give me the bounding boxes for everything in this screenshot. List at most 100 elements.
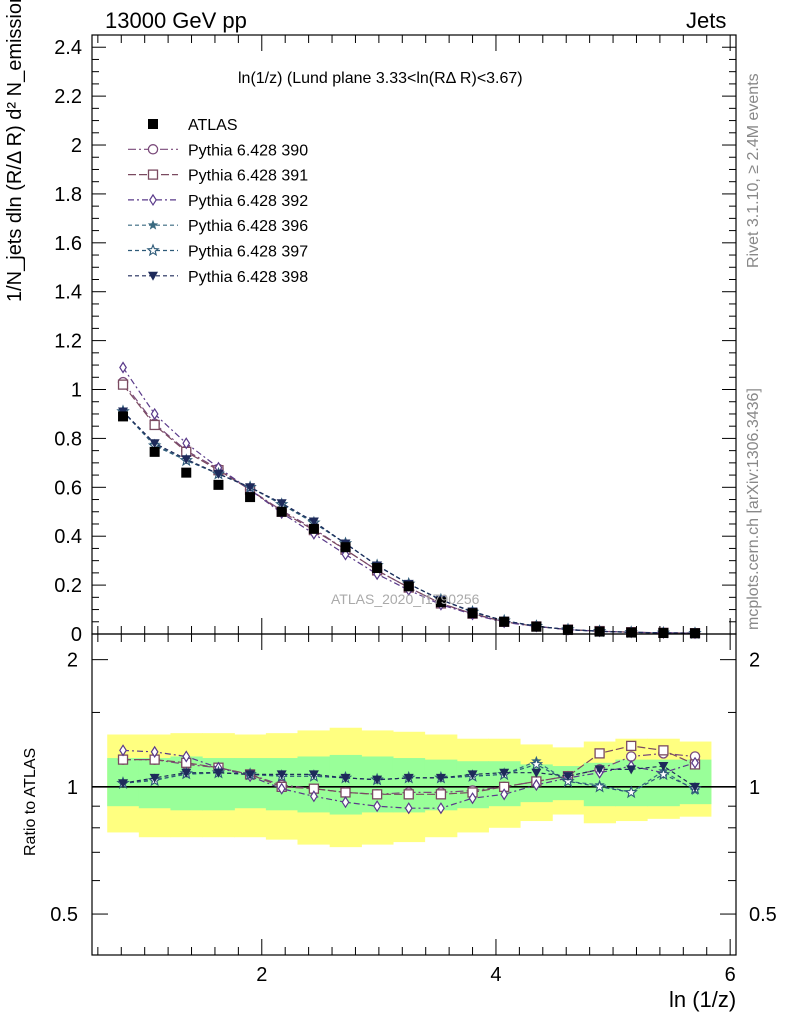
legend-marker-atlas xyxy=(148,119,158,129)
ratio-point-pythia-6-428-398 xyxy=(340,773,351,783)
main-series-layer xyxy=(116,361,702,640)
data-point-atlas xyxy=(499,616,510,627)
y-tick-label: 2.4 xyxy=(54,37,82,59)
data-point-pythia-6-428-392 xyxy=(150,407,159,421)
data-point-pythia-6-428-392 xyxy=(119,361,127,374)
ratio-point-pythia-6-428-398 xyxy=(213,768,224,778)
ratio-y-tick-label: 0.5 xyxy=(50,904,78,926)
data-point-pythia-6-428-398 xyxy=(149,439,160,449)
ratio-point-pythia-6-428-392 xyxy=(500,788,509,801)
y-tick-label: 0.4 xyxy=(54,526,82,548)
ratio-point-pythia-6-428-392 xyxy=(691,756,699,769)
legend-marker-pythia-6-428-390 xyxy=(147,144,159,155)
legend-label-pythia-6-428-391: Pythia 6.428 391 xyxy=(188,168,308,185)
data-point-atlas xyxy=(531,621,542,632)
ratio-point-pythia-6-428-392 xyxy=(404,802,413,815)
y-tick-label: 2 xyxy=(71,135,82,157)
data-point-atlas xyxy=(626,627,637,638)
y-tick-label: 1.2 xyxy=(54,331,82,353)
data-point-pythia-6-428-391 xyxy=(117,379,129,390)
data-point-atlas xyxy=(435,597,446,608)
ratio-point-pythia-6-428-397 xyxy=(656,767,671,781)
ratio-point-pythia-6-428-398 xyxy=(690,782,701,792)
data-point-pythia-6-428-392 xyxy=(182,437,191,450)
data-point-atlas xyxy=(118,411,129,422)
ratio-point-pythia-6-428-390 xyxy=(625,751,637,762)
ratio-point-pythia-6-428-397 xyxy=(529,757,544,771)
y-tick-label: 0.8 xyxy=(54,428,82,450)
legend-label-pythia-6-428-397: Pythia 6.428 397 xyxy=(188,244,308,261)
upper-y-axis-label: 1/N_jets dln (R/Δ R) d² N_emissions / dl… xyxy=(4,0,26,302)
legend-marker-pythia-6-428-397 xyxy=(146,243,160,257)
ratio-point-pythia-6-428-392 xyxy=(373,800,382,813)
ratio-point-pythia-6-428-391 xyxy=(371,789,383,800)
x-axis-label: ln (1/z) xyxy=(669,987,737,1012)
data-point-pythia-6-428-398 xyxy=(308,517,319,527)
ratio-point-pythia-6-428-392 xyxy=(119,744,127,757)
y-tick-label: 0.2 xyxy=(54,575,82,597)
legend-label-pythia-6-428-398: Pythia 6.428 398 xyxy=(188,269,308,286)
ratio-point-pythia-6-428-398 xyxy=(245,770,256,780)
data-point-atlas xyxy=(467,608,478,619)
data-point-atlas xyxy=(690,628,701,639)
legend-marker-pythia-6-428-391 xyxy=(147,169,159,180)
ratio-point-pythia-6-428-391 xyxy=(340,787,351,798)
data-point-pythia-6-428-391 xyxy=(149,419,160,431)
ratio-point-pythia-6-428-392 xyxy=(309,790,318,803)
ratio-panel-frame xyxy=(91,633,737,956)
header-left: 13000 GeV pp xyxy=(105,8,247,33)
ratio-point-pythia-6-428-392 xyxy=(150,745,159,758)
y-tick-label: 1 xyxy=(71,380,82,402)
ratio-point-pythia-6-428-391 xyxy=(658,745,669,756)
ratio-point-pythia-6-428-398 xyxy=(435,773,446,783)
ratio-y-tick-label-right: 1 xyxy=(749,777,760,799)
x-tick-label: 6 xyxy=(725,964,736,986)
ratio-point-pythia-6-428-391 xyxy=(594,748,605,759)
lower-y-axis-label: Ratio to ATLAS xyxy=(22,747,39,856)
ratio-point-pythia-6-428-392 xyxy=(532,778,541,792)
ratio-point-pythia-6-428-398 xyxy=(149,773,160,783)
data-point-atlas xyxy=(245,492,256,503)
ratio-y-tick-label: 1 xyxy=(67,777,78,799)
legend-label-pythia-6-428-392: Pythia 6.428 392 xyxy=(188,193,308,210)
header-right: Jets xyxy=(686,8,727,33)
data-point-atlas xyxy=(213,479,224,490)
ratio-point-pythia-6-428-398 xyxy=(531,768,542,778)
data-point-pythia-6-428-398 xyxy=(276,499,287,509)
data-point-atlas xyxy=(372,562,383,573)
ratio-point-pythia-6-428-398 xyxy=(308,770,319,780)
ratio-point-pythia-6-428-398 xyxy=(499,768,510,778)
data-point-pythia-6-428-398 xyxy=(245,483,256,493)
data-point-atlas xyxy=(308,523,319,534)
y-tick-label: 0 xyxy=(71,624,82,646)
data-point-atlas xyxy=(658,628,669,639)
ratio-point-pythia-6-428-392 xyxy=(341,796,350,809)
axis-ticks: 0 0.2 0.4 0.6 0.8 1 1.2 1.4 1.6 1.8 2 2.2 2.4 2 4 6 0.5 0… xyxy=(50,34,777,986)
ratio-point-pythia-6-428-398 xyxy=(403,773,414,783)
band-inner-bin xyxy=(234,758,267,809)
ratio-point-pythia-6-428-398 xyxy=(658,762,669,772)
legend-marker-pythia-6-428-392 xyxy=(149,193,157,207)
data-point-atlas xyxy=(403,581,414,592)
y-tick-label: 2.2 xyxy=(54,86,82,108)
ratio-point-pythia-6-428-398 xyxy=(594,765,605,775)
ratio-point-pythia-6-428-392 xyxy=(277,782,286,795)
band-inner-bin xyxy=(424,759,458,811)
ratio-y-tick-label-right: 2 xyxy=(749,650,760,672)
ratio-point-pythia-6-428-392 xyxy=(182,750,191,763)
ratio-point-pythia-6-428-398 xyxy=(562,772,573,782)
legend-label-pythia-6-428-396: Pythia 6.428 396 xyxy=(188,218,308,235)
ratio-point-pythia-6-428-397 xyxy=(592,779,607,793)
data-point-atlas xyxy=(562,624,573,635)
data-point-pythia-6-428-398 xyxy=(213,469,224,479)
data-point-atlas xyxy=(594,626,605,637)
ratio-series-layer xyxy=(116,740,702,815)
ratio-point-pythia-6-428-392 xyxy=(437,802,445,815)
y-tick-label: 1.6 xyxy=(54,233,82,255)
ratio-point-pythia-6-428-391 xyxy=(435,789,447,800)
ratio-point-pythia-6-428-398 xyxy=(276,770,287,780)
x-tick-label: 4 xyxy=(490,964,501,986)
ratio-point-pythia-6-428-392 xyxy=(468,792,477,805)
data-point-pythia-6-428-398 xyxy=(181,455,192,465)
